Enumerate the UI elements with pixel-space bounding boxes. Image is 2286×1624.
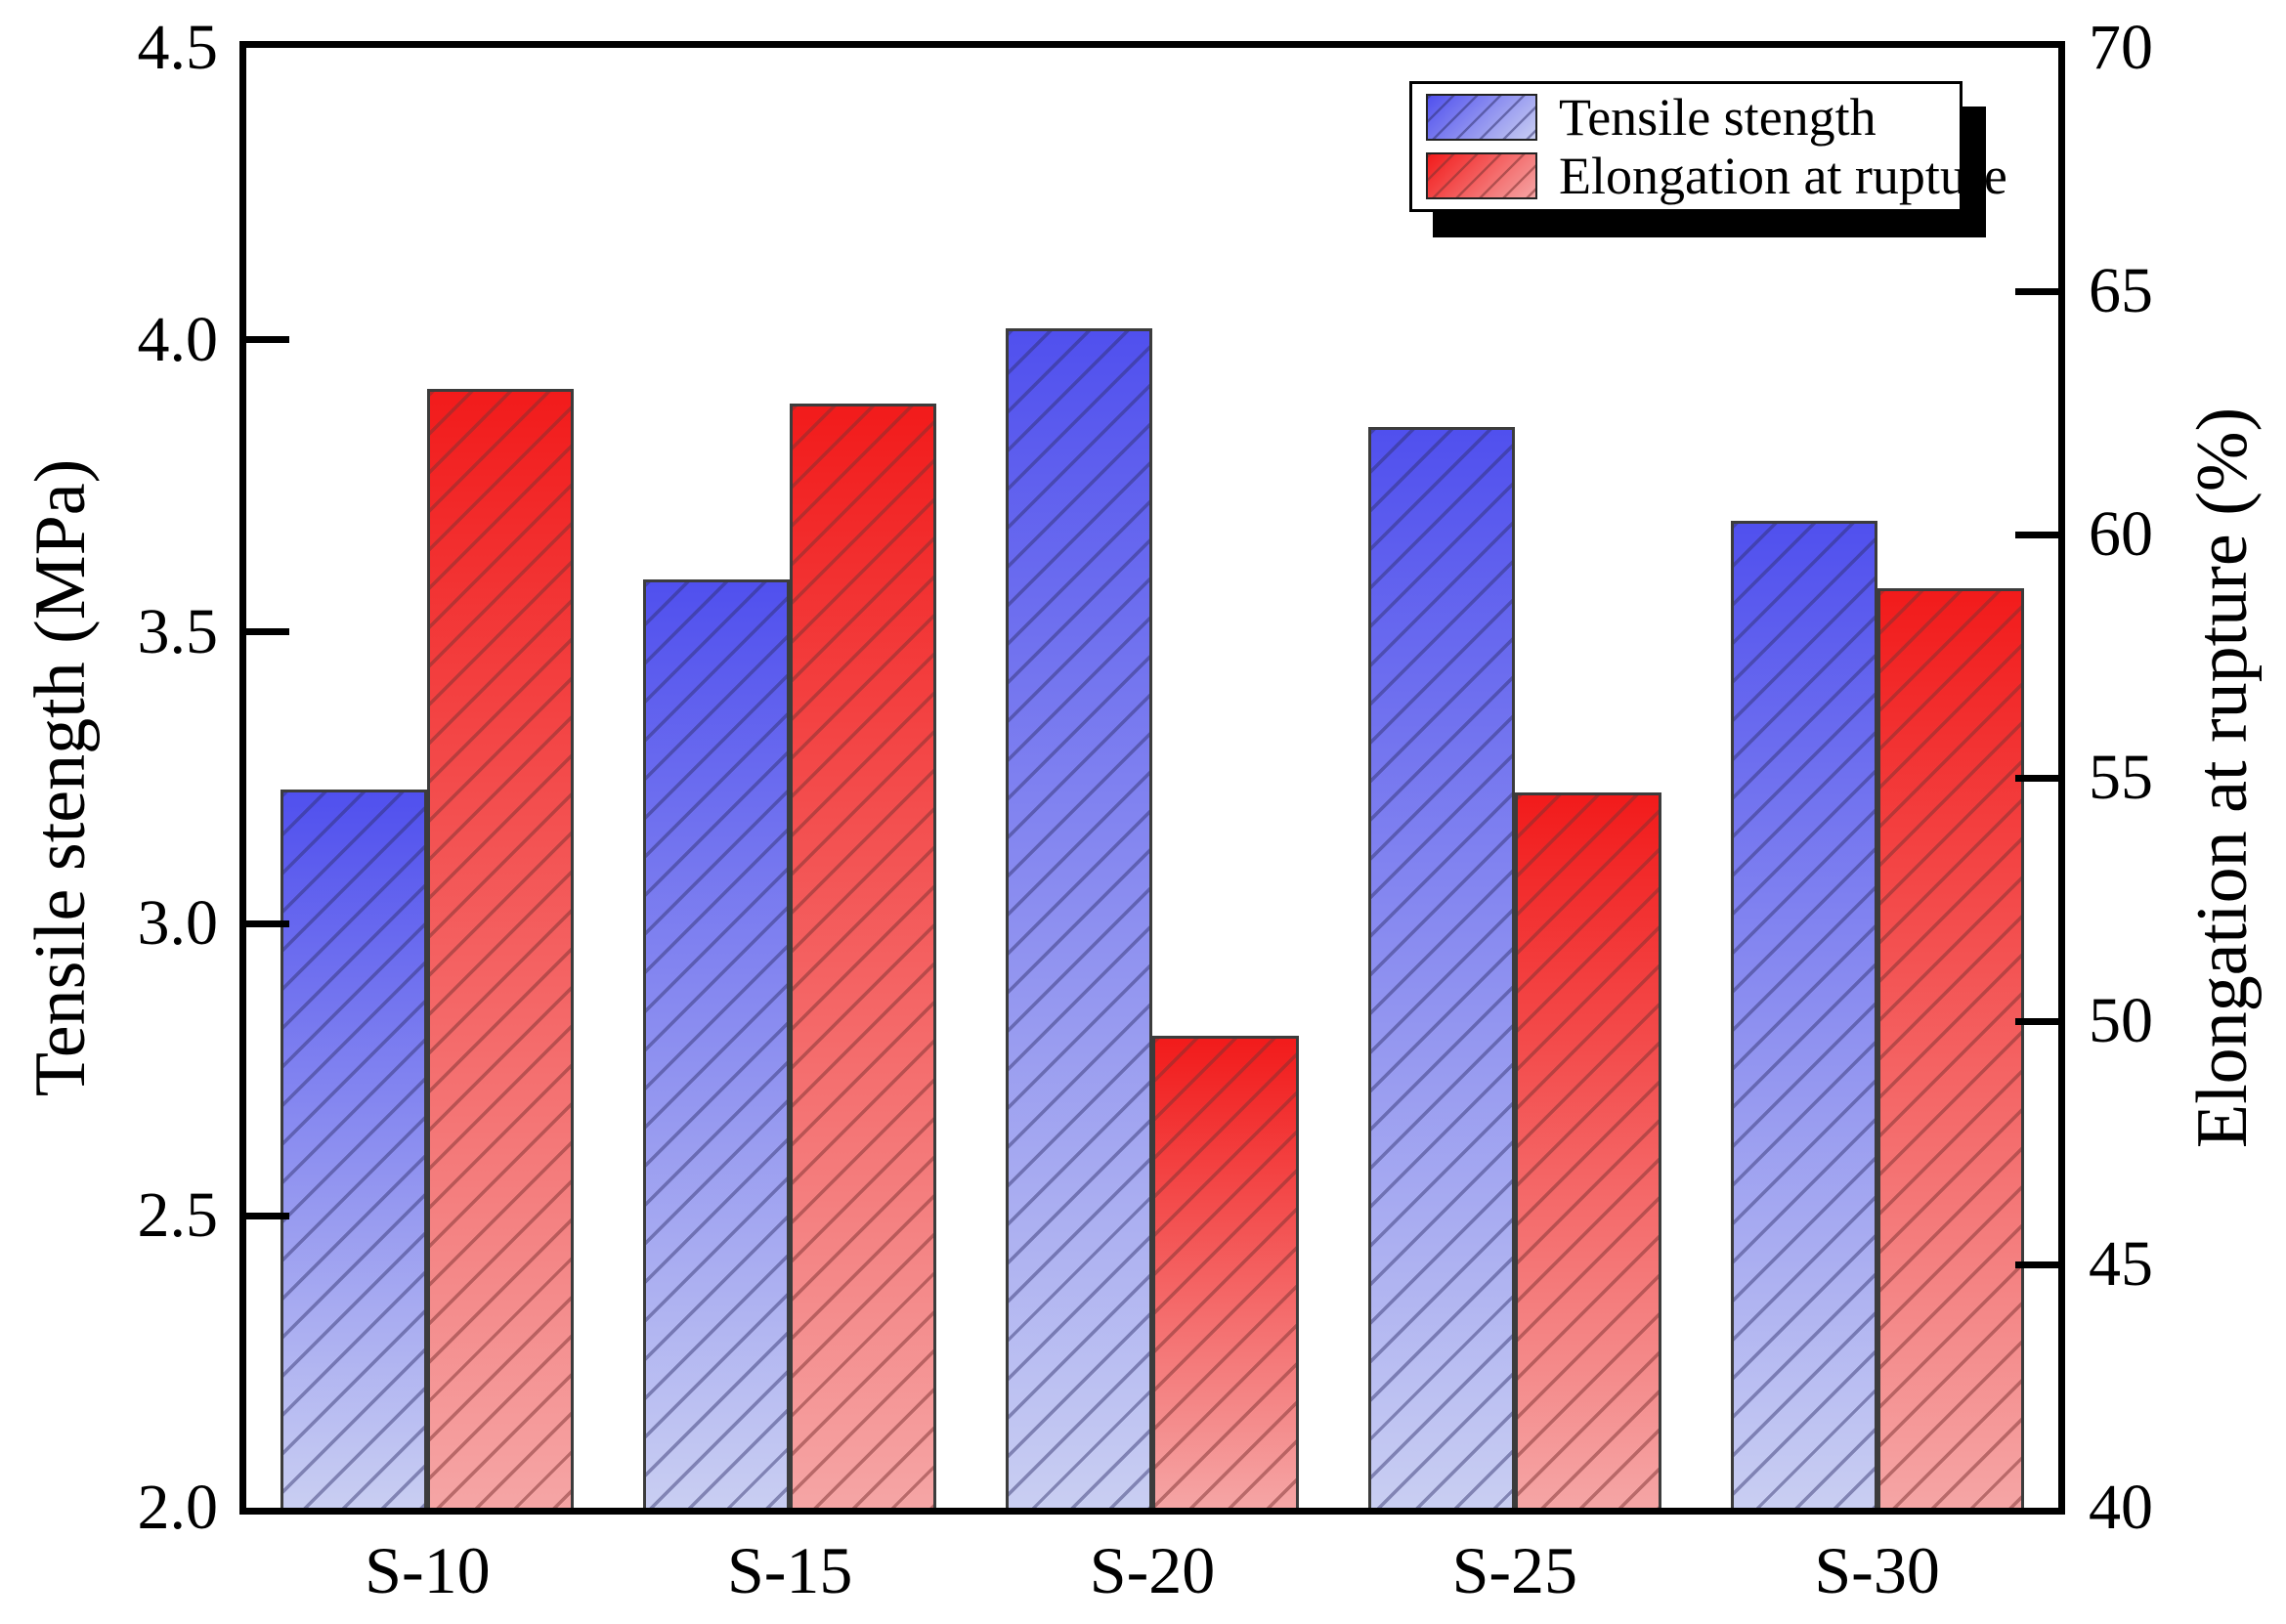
bar-elongation-S-30 — [1876, 587, 2024, 1508]
legend-label-elongation: Elongation at rupture — [1559, 147, 2007, 205]
left-tick-mark-4.0 — [246, 336, 289, 344]
right-tick-mark-45 — [2015, 1261, 2058, 1268]
left-tick-label-4.0: 4.0 — [137, 303, 219, 375]
left-tick-mark-3.0 — [246, 919, 289, 927]
legend-swatch-tensile-icon — [1426, 94, 1537, 141]
bar-tensile-S-20 — [1006, 327, 1152, 1508]
bar-elongation-S-20 — [1152, 1035, 1299, 1508]
bar-elongation-S-10 — [427, 388, 575, 1508]
legend-label-tensile: Tensile stength — [1559, 88, 1876, 147]
right-tick-label-55: 55 — [2089, 742, 2153, 813]
right-tick-label-65: 65 — [2089, 255, 2153, 326]
x-tick-label-S-25: S-25 — [1451, 1533, 1578, 1607]
x-tick-label-S-15: S-15 — [726, 1533, 853, 1607]
right-tick-mark-55 — [2015, 774, 2058, 782]
right-tick-label-50: 50 — [2089, 985, 2153, 1056]
left-tick-label-3.0: 3.0 — [137, 887, 219, 960]
x-tick-label-S-10: S-10 — [365, 1533, 491, 1607]
x-tick-label-S-30: S-30 — [1814, 1533, 1940, 1607]
plot-area — [239, 41, 2065, 1515]
left-tick-mark-2.5 — [246, 1212, 289, 1219]
bar-tensile-S-30 — [1730, 521, 1877, 1508]
right-tick-label-40: 40 — [2089, 1472, 2153, 1543]
right-tick-label-45: 45 — [2089, 1228, 2153, 1300]
bar-tensile-S-25 — [1367, 427, 1515, 1508]
left-tick-mark-3.5 — [246, 628, 289, 636]
x-tick-label-S-20: S-20 — [1089, 1533, 1216, 1607]
legend: Tensile stength Elongation at rupture — [1409, 81, 2007, 212]
left-axis-title: Tensile stength (MPa) — [21, 458, 101, 1097]
left-tick-label-2.0: 2.0 — [137, 1472, 219, 1543]
bar-elongation-S-15 — [790, 403, 937, 1508]
left-tick-label-3.5: 3.5 — [137, 595, 219, 667]
right-tick-mark-50 — [2015, 1017, 2058, 1025]
bar-tensile-S-15 — [643, 578, 791, 1508]
legend-swatch-elongation-icon — [1426, 152, 1537, 199]
legend-item-tensile: Tensile stength — [1426, 88, 1946, 147]
legend-item-elongation: Elongation at rupture — [1426, 150, 2007, 202]
right-tick-mark-65 — [2015, 287, 2058, 295]
bar-tensile-S-10 — [280, 789, 428, 1508]
left-tick-label-2.5: 2.5 — [137, 1179, 219, 1252]
right-tick-mark-60 — [2015, 531, 2058, 538]
right-tick-label-70: 70 — [2089, 12, 2153, 83]
left-tick-label-4.5: 4.5 — [137, 12, 219, 83]
bar-elongation-S-25 — [1514, 791, 1661, 1508]
right-tick-label-60: 60 — [2089, 498, 2153, 570]
